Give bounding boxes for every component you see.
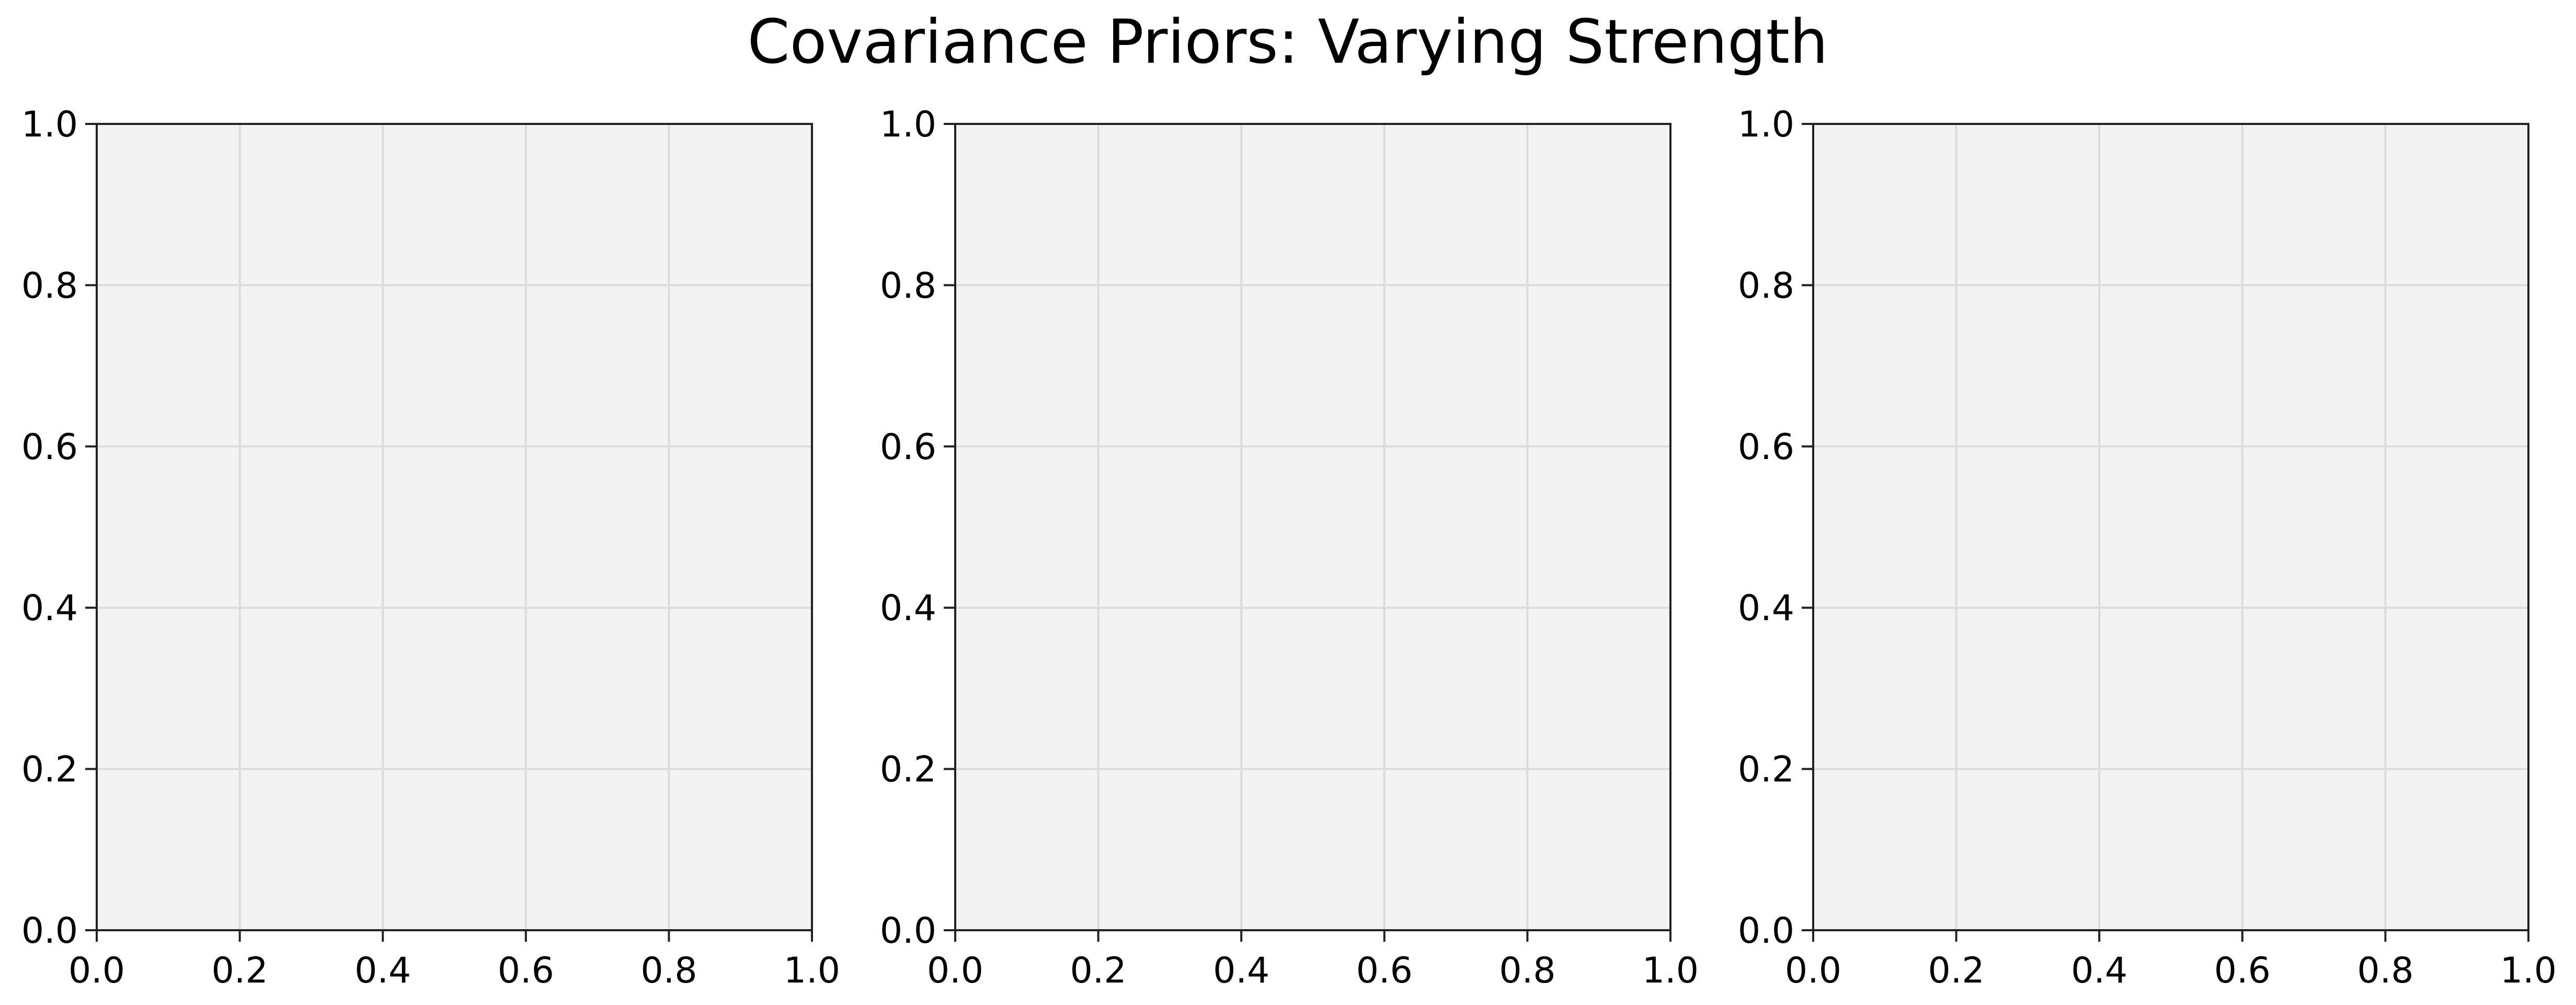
y-tick-label: 0.2 (1738, 749, 1794, 791)
x-tick-label: 0.2 (1070, 950, 1127, 991)
y-tick-label: 0.6 (880, 427, 936, 468)
x-tick-label: 1.0 (784, 950, 840, 991)
y-tick-label: 0.6 (21, 427, 78, 468)
subplot-3: 0.0 0.2 0.4 0.6 0.8 1.0 0.0 0.2 0.4 0.6 0.8 1.0 (1738, 104, 2557, 991)
x-tick-label: 0.4 (354, 950, 411, 991)
x-tick-label: 0.8 (640, 950, 697, 991)
subplots-container: 0.0 0.2 0.4 0.6 0.8 1.00.00.20.40.60.81.00.0 0… (21, 104, 2557, 991)
y-tick-label: 0.2 (880, 749, 936, 791)
y-tick-label: 0.4 (1738, 588, 1794, 629)
axes-background (97, 124, 812, 930)
x-tick-label: 0.6 (2214, 950, 2271, 991)
y-tick-label: 1.0 (1738, 104, 1794, 145)
x-tick-label: 0.0 (927, 950, 983, 991)
x-tick-label: 0.2 (212, 950, 268, 991)
x-tick-label: 0.2 (1928, 950, 1985, 991)
x-tick-label: 0.6 (498, 950, 554, 991)
x-tick-label: 0.4 (1213, 950, 1269, 991)
y-tick-label: 0.0 (880, 910, 936, 952)
x-tick-label: 0.8 (2357, 950, 2413, 991)
x-tick-label: 0.4 (2071, 950, 2127, 991)
axes-frame (1812, 123, 2529, 931)
x-tick-label: 0.8 (1499, 950, 1555, 991)
y-tick-label: 0.6 (1738, 427, 1794, 468)
subplot-2: 0.0 0.2 0.4 0.6 0.8 1.0 0.0 0.2 0.4 0.6 0.8 1.0 (880, 104, 1699, 991)
y-tick-label: 1.0 (21, 104, 78, 145)
x-tick-label: 0.0 (68, 950, 125, 991)
y-tick-label: 0.4 (21, 588, 78, 629)
x-tick-label: 0.0 (1785, 950, 1841, 991)
y-tick-label: 0.2 (21, 749, 78, 791)
x-tick-label: 1.0 (1642, 950, 1699, 991)
y-tick-label: 0.4 (880, 588, 936, 629)
y-tick-label: 0.8 (880, 265, 936, 306)
y-tick-label: 0.8 (1738, 265, 1794, 306)
axes-background (955, 124, 1670, 930)
x-tick-label: 1.0 (2500, 950, 2557, 991)
axes-frame (954, 123, 1671, 931)
y-tick-label: 0.0 (1738, 910, 1794, 952)
axes-background (1813, 124, 2528, 930)
axes-frame (96, 123, 813, 931)
y-tick-label: 1.0 (880, 104, 936, 145)
subplot-1: 0.0 0.2 0.4 0.6 0.8 1.0 0.0 0.2 0.4 0.6 0.8 1.0 (21, 104, 840, 991)
y-tick-label: 0.0 (21, 910, 78, 952)
figure-title: Covariance Priors: Varying Strength (748, 7, 1828, 77)
x-tick-label: 0.6 (1356, 950, 1413, 991)
y-tick-label: 0.8 (21, 265, 78, 306)
